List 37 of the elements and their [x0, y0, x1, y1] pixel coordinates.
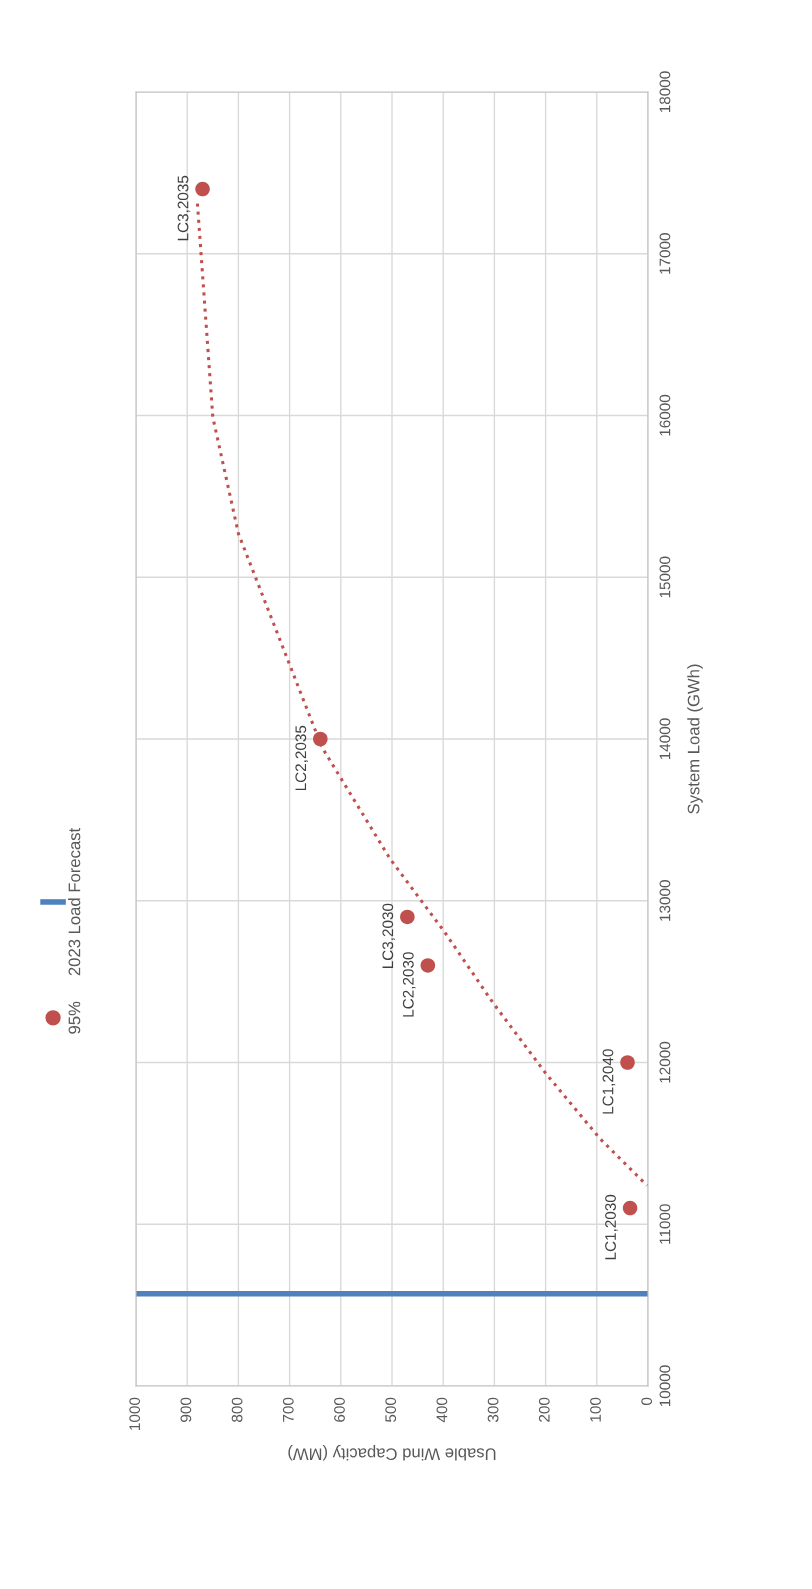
y-tick-label: 12000 — [659, 1041, 671, 1083]
x-tick-label: 100 — [590, 1397, 601, 1422]
y-tick-label: 10000 — [659, 1365, 671, 1407]
x-tick-label: 500 — [385, 1397, 397, 1422]
point — [195, 181, 210, 197]
point — [420, 958, 436, 973]
x-tick-label: 1000 — [129, 1397, 141, 1430]
annotation: LC3,2035 — [177, 175, 191, 241]
point — [400, 909, 415, 925]
x-tick-label: 700 — [282, 1397, 294, 1422]
x-tick-label: 400 — [436, 1397, 448, 1423]
y-tick-label: 18000 — [659, 71, 671, 113]
annotation: LC1,2030 — [605, 1194, 618, 1260]
x-tick-label: 300 — [487, 1397, 499, 1423]
annotation: LC2,2035 — [295, 725, 308, 791]
annotation: LC2,2030 — [402, 952, 416, 1017]
x-axis-title: Usable Wind Capacity (MW) — [288, 1444, 496, 1461]
y-axis-title: System Load (GWh) — [687, 664, 703, 814]
point — [622, 1200, 638, 1216]
x-tick-label: 900 — [180, 1397, 192, 1422]
x-tick-label: 200 — [538, 1397, 550, 1422]
x-tick-label: 0 — [641, 1397, 653, 1406]
annotation: LC1,2040 — [602, 1049, 616, 1114]
y-tick-label: 17000 — [659, 233, 671, 274]
line-series — [195, 202, 648, 1187]
x-tick-label: 800 — [231, 1397, 243, 1422]
annotation: LC3,2030 — [382, 903, 396, 969]
legend-label: 95% — [68, 1001, 81, 1034]
y-tick-label: 16000 — [659, 394, 671, 436]
y-tick-label: 14000 — [659, 718, 671, 760]
point — [313, 731, 328, 747]
x-tick-label: 600 — [334, 1397, 345, 1422]
y-tick-label: 15000 — [659, 556, 671, 598]
y-tick-label: 11000 — [659, 1204, 671, 1244]
legend-label: 2023 Load Forecast — [68, 827, 81, 976]
point — [620, 1055, 635, 1070]
y-tick-label: 13000 — [659, 880, 671, 921]
